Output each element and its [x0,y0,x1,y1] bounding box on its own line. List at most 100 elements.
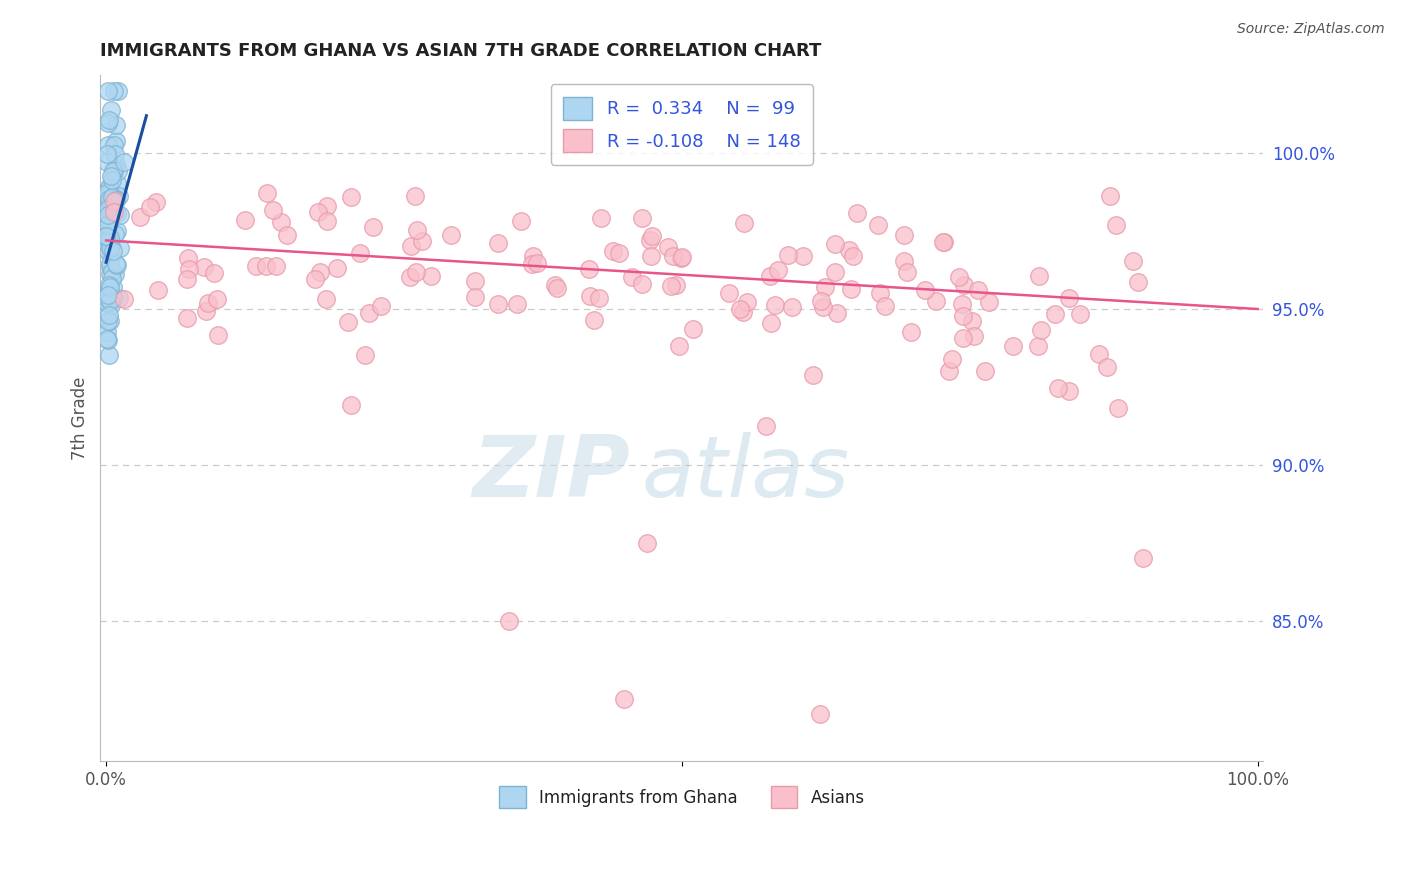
Point [896,265,918,279]
Point [103,204,125,219]
Point [589,211,612,225]
Point [315,292,337,306]
Point [925,294,948,309]
Point [657,240,679,254]
Point [101,290,124,304]
Point [763,298,786,312]
Point [1057,291,1080,305]
Point [205,292,228,306]
Point [967,283,990,297]
Point [103,280,125,294]
Point [810,294,832,309]
Point [96,325,118,339]
Point [105,258,128,272]
Point [97,116,120,130]
Point [105,192,128,206]
Point [668,339,690,353]
Point [578,261,600,276]
Point [98,211,121,225]
Point [977,295,1000,310]
Text: IMMIGRANTS FROM GHANA VS ASIAN 7TH GRADE CORRELATION CHART: IMMIGRANTS FROM GHANA VS ASIAN 7TH GRADE… [100,42,821,60]
Point [824,265,846,279]
Point [96,290,118,304]
Point [101,202,124,217]
Point [579,289,602,303]
Point [97,244,120,258]
Point [97,219,120,233]
Point [97,192,120,206]
Point [96,184,118,198]
Point [103,163,125,178]
Point [100,206,122,220]
Point [97,313,120,327]
Point [98,280,121,294]
Point [101,164,124,178]
Point [1026,338,1049,352]
Point [814,280,837,294]
Point [105,224,128,238]
Point [197,296,219,310]
Point [522,250,544,264]
Point [960,314,983,328]
Point [97,185,120,199]
Point [100,103,122,118]
Point [682,322,704,336]
Point [304,271,326,285]
Point [1001,339,1024,353]
Point [101,244,124,258]
Point [1031,323,1053,337]
Point [869,285,891,300]
Point [262,203,284,218]
Point [808,707,831,722]
Point [811,300,834,314]
Point [101,190,124,204]
Point [893,227,915,242]
Point [107,164,129,178]
Point [100,239,122,253]
Point [914,283,936,297]
Point [98,293,121,308]
Point [108,291,131,305]
Point [96,138,118,153]
Point [145,195,167,210]
Point [97,112,120,127]
Point [526,256,548,270]
Point [96,186,118,200]
Point [1057,384,1080,398]
Point [97,84,120,98]
Point [97,277,120,292]
Point [309,265,332,279]
Point [768,262,790,277]
Text: Source: ZipAtlas.com: Source: ZipAtlas.com [1237,22,1385,37]
Point [316,198,339,212]
Point [104,134,127,148]
Point [97,288,120,302]
Point [108,241,131,255]
Point [97,293,120,307]
Point [938,363,960,377]
Point [98,241,121,255]
Point [105,206,128,220]
Point [103,200,125,214]
Point [146,283,169,297]
Point [932,235,955,249]
Point [139,200,162,214]
Point [546,281,568,295]
Point [405,223,427,237]
Point [1069,307,1091,321]
Point [176,272,198,286]
Point [607,246,630,260]
Point [875,299,897,313]
Point [440,227,463,242]
Point [948,270,970,285]
Point [636,536,658,550]
Point [952,310,974,324]
Point [339,398,361,412]
Point [340,190,363,204]
Point [1098,188,1121,202]
Point [96,155,118,169]
Point [361,219,384,234]
Point [100,169,122,184]
Point [621,270,644,285]
Point [974,364,997,378]
